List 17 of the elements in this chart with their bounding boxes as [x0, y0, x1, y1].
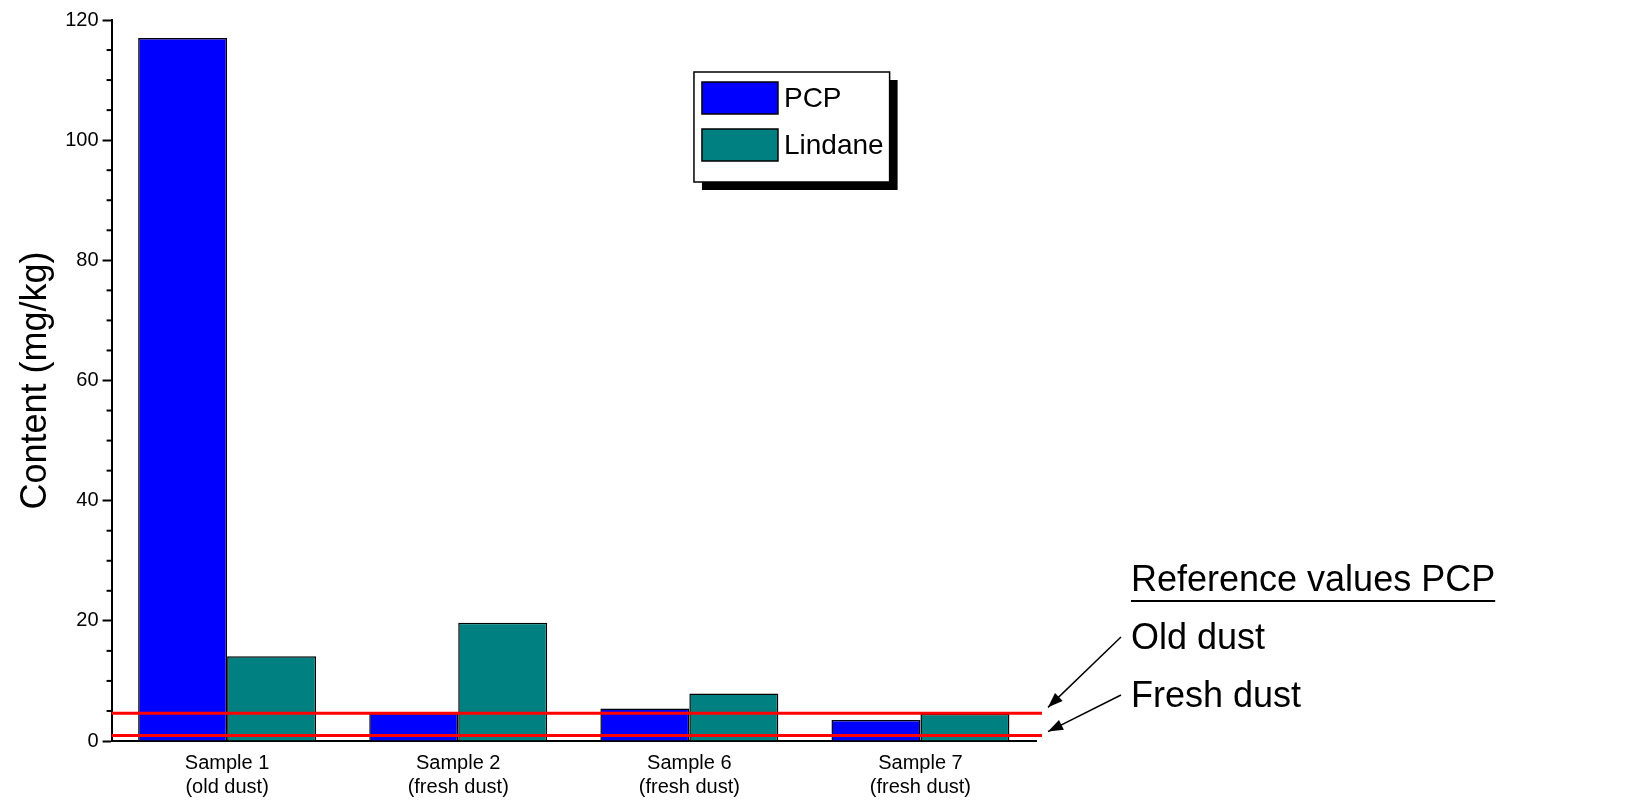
legend-label: PCP	[783, 81, 842, 113]
x-tick-label: Sample 7 (fresh dust)	[869, 750, 972, 797]
text: Reference values PCP	[1131, 557, 1496, 599]
y-tick-label: 60	[76, 368, 99, 391]
y-tick-label: 80	[76, 247, 99, 270]
y-tick-label: 100	[65, 127, 99, 150]
legend-label: Lindane	[783, 128, 884, 160]
ref-line-label: Fresh dust	[1131, 673, 1302, 715]
ref-line-label: Old dust	[1131, 615, 1266, 657]
x-tick-label: Sample 1 (old dust)	[184, 750, 270, 797]
y-tick-label: 40	[76, 488, 99, 511]
y-tick-label: 0	[87, 728, 99, 751]
y-tick-label: 120	[65, 7, 99, 30]
x-tick-label: Sample 2 (fresh dust)	[407, 750, 509, 797]
x-tick-label: Sample 6 (fresh dust)	[638, 750, 740, 797]
y-tick-label: 20	[76, 608, 99, 631]
y-axis-title: Content (mg/kg)	[12, 251, 54, 510]
